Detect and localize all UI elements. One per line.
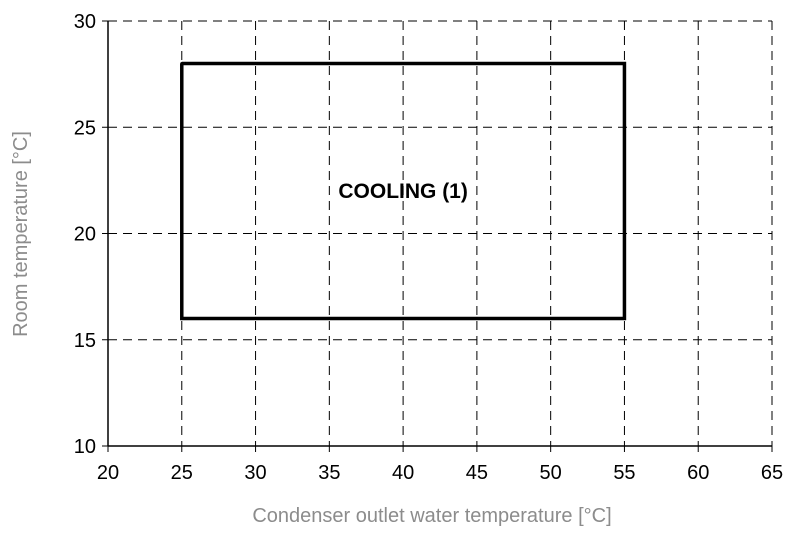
axes	[102, 20, 773, 452]
annotation-0: COOLING (1)	[338, 180, 468, 203]
x-tick-label-60: 60	[687, 462, 709, 484]
series-point-0-2	[622, 317, 626, 320]
x-tick-label-25: 25	[171, 462, 193, 484]
x-tick-label-40: 40	[392, 462, 414, 484]
y-tick-label-15: 15	[74, 330, 96, 352]
x-tick-label-50: 50	[540, 462, 562, 484]
x-tick-label-45: 45	[466, 462, 488, 484]
x-tick-label-20: 20	[97, 462, 119, 484]
y-tick-label-25: 25	[74, 117, 96, 139]
annotations: COOLING (1)	[338, 180, 468, 203]
x-tick-label-55: 55	[613, 462, 635, 484]
y-tick-label-10: 10	[74, 436, 96, 458]
y-tick-label-20: 20	[74, 224, 96, 246]
y-tick-label-30: 30	[74, 11, 96, 33]
series-point-0-3	[180, 317, 184, 320]
series-point-0-0	[180, 62, 184, 65]
tick-labels: 20 25 30 35 40 45 50 55 60 65 10 15 20 25 30	[74, 11, 783, 484]
x-tick-label-35: 35	[318, 462, 340, 484]
series	[180, 61, 627, 321]
x-tick-label-30: 30	[244, 462, 266, 484]
x-axis-title: Condenser outlet water temperature [°C]	[252, 505, 611, 527]
series-point-0-1	[622, 62, 626, 65]
y-axis-title: Room temperature [°C]	[10, 131, 32, 337]
grid	[108, 20, 773, 446]
x-tick-label-65: 65	[761, 462, 783, 484]
